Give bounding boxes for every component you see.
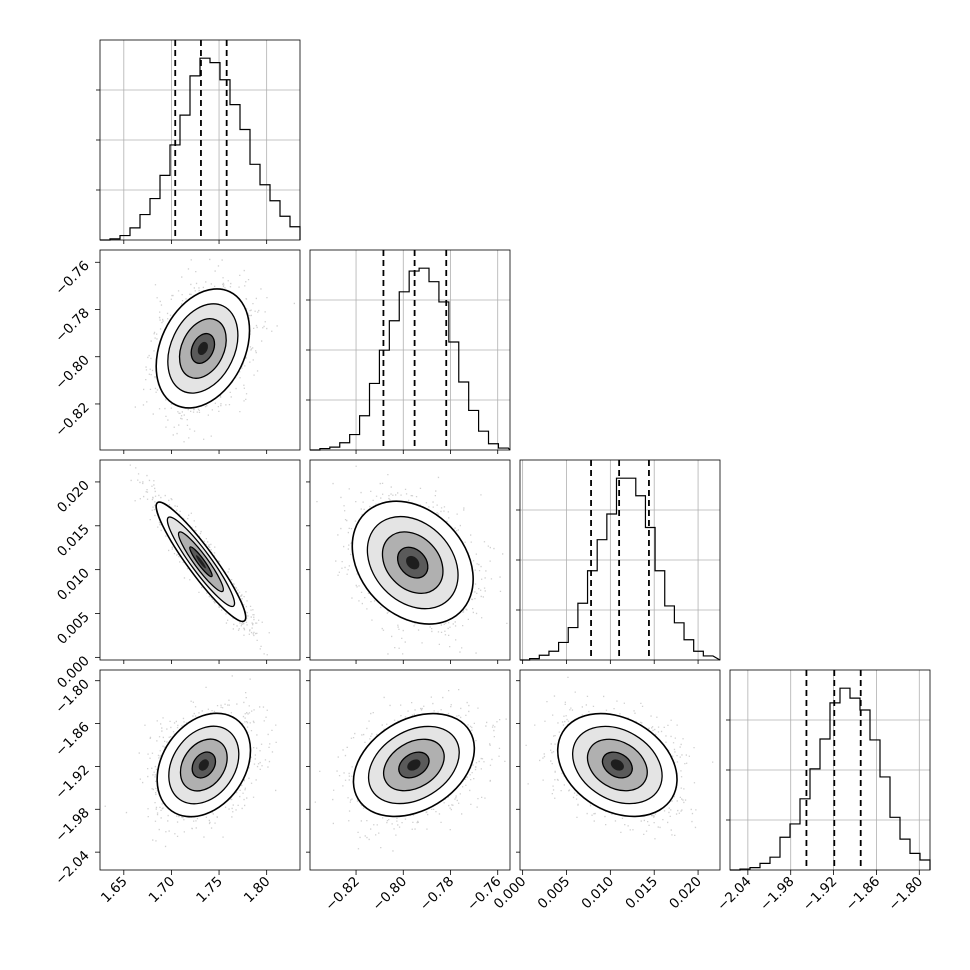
x-tick-label: 0.020 xyxy=(666,874,705,913)
density-contour xyxy=(197,341,208,356)
x-tick-label: −0.78 xyxy=(417,874,458,915)
x-tick-label: −0.80 xyxy=(370,874,411,915)
x-tick-label: −1.98 xyxy=(757,874,798,915)
x-tick-label: −1.86 xyxy=(843,874,884,915)
panel-frame xyxy=(99,669,301,871)
x-tick-label: 0.010 xyxy=(579,874,618,913)
x-tick-label: 1.70 xyxy=(146,874,179,907)
scatter-panel-1-0 xyxy=(99,249,301,451)
scatter-panel-3-1 xyxy=(309,669,511,871)
scatter-panel-3-0 xyxy=(99,669,301,871)
histogram-step-line xyxy=(730,687,931,871)
scatter-panel-2-0 xyxy=(99,459,301,661)
density-contour xyxy=(407,759,421,771)
histogram-panel-0 xyxy=(96,39,301,241)
x-tick-label: 1.75 xyxy=(193,874,226,907)
histogram-panel-2 xyxy=(516,459,721,661)
x-tick-label: 0.015 xyxy=(622,874,661,913)
y-tick-label: 0.010 xyxy=(54,565,93,604)
y-tick-label: 0.020 xyxy=(54,477,93,516)
scatter-panel-3-2 xyxy=(519,669,721,871)
y-tick-label: −1.92 xyxy=(52,762,93,803)
density-contour xyxy=(610,759,624,771)
y-tick-label: −0.82 xyxy=(52,399,93,440)
y-tick-label: −2.04 xyxy=(52,848,93,889)
density-contour xyxy=(406,555,420,570)
histogram-step-line xyxy=(310,267,511,451)
y-tick-label: −0.76 xyxy=(52,258,93,299)
y-tick-label: −1.86 xyxy=(52,719,93,760)
histogram-panel-1 xyxy=(306,249,511,451)
scatter-panel-2-1 xyxy=(309,459,511,661)
histogram-step-line xyxy=(520,477,721,661)
panel-frame xyxy=(309,459,511,661)
density-contour xyxy=(198,759,209,771)
x-tick-label: −1.80 xyxy=(886,874,927,915)
y-tick-label: −0.80 xyxy=(52,352,93,393)
histogram-step-line xyxy=(100,57,301,241)
y-tick-label: −0.78 xyxy=(52,305,93,346)
x-tick-label: −0.82 xyxy=(322,874,363,915)
y-tick-label: −1.98 xyxy=(52,805,93,846)
x-tick-label: −2.04 xyxy=(714,874,755,915)
x-tick-label: 0.005 xyxy=(535,874,574,913)
x-tick-label: 1.65 xyxy=(98,874,131,907)
panel-frame xyxy=(519,669,721,871)
y-tick-label: 0.015 xyxy=(54,521,93,560)
density-contour xyxy=(196,555,206,569)
x-tick-label: −1.92 xyxy=(800,874,841,915)
histogram-panel-3 xyxy=(726,669,931,871)
panel-frame xyxy=(99,459,301,661)
y-tick-label: 0.005 xyxy=(54,609,93,648)
panel-frame xyxy=(309,669,511,871)
x-tick-label: 1.80 xyxy=(241,874,274,907)
panel-frame xyxy=(99,249,301,451)
